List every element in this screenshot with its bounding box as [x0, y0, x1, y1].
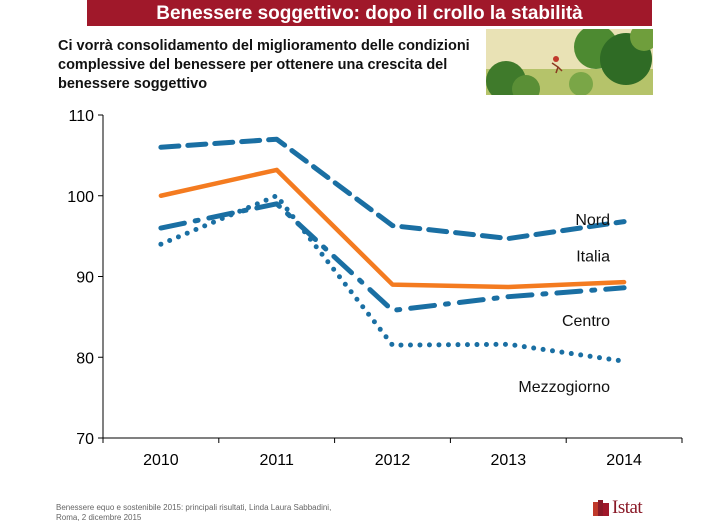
source-line-1: Benessere equo e sostenibile 2015: princ… [56, 503, 332, 512]
chart-labels-layer: Nord Italia Centro Mezzogiorno [518, 212, 610, 396]
x-tick-label: 2013 [491, 452, 527, 469]
series-label-mezzogiorno: Mezzogiorno [518, 379, 610, 396]
y-tick-label: 110 [68, 108, 94, 125]
series-line-nord [158, 136, 627, 242]
series-line-italia [158, 167, 627, 290]
y-tick-label: 70 [76, 431, 94, 448]
series-line-mezzogiorno [158, 193, 627, 364]
chart-axes: 70 80 90 100 110 2010 2011 2012 2013 2014 [67, 108, 683, 469]
x-tick-label: 2010 [143, 452, 179, 469]
x-tick-label: 2011 [259, 452, 294, 469]
source-line-2: Roma, 2 dicembre 2015 [56, 513, 142, 522]
y-tick-label: 80 [76, 350, 94, 367]
landscape-illustration [486, 29, 653, 95]
source-note: Benessere equo e sostenibile 2015: princ… [56, 503, 436, 523]
istat-logo-mark-icon [593, 500, 609, 516]
series-line-centro [158, 201, 627, 313]
slide-title: Benessere soggettivo: dopo il crollo la … [87, 0, 652, 26]
y-tick-label: 100 [67, 189, 94, 206]
y-tick-label: 90 [76, 270, 94, 287]
series-label-nord: Nord [575, 212, 610, 229]
series-label-centro: Centro [562, 313, 610, 330]
x-tick-label: 2012 [375, 452, 411, 469]
slide-subtitle: Ci vorrà consolidamento del migliorament… [58, 38, 470, 92]
chart-series-layer [158, 136, 627, 364]
line-chart: 70 80 90 100 110 2010 2011 2012 2013 2014 Nord Ita… [67, 108, 683, 469]
series-label-italia: Italia [576, 248, 610, 265]
istat-logo-text: Istat [612, 497, 643, 518]
x-tick-label: 2014 [606, 452, 642, 469]
